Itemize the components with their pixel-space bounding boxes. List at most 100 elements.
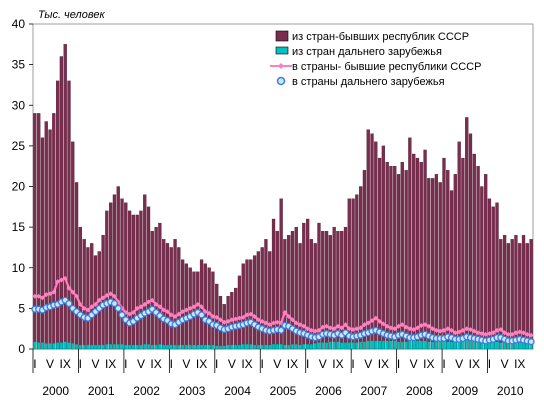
point-cis-out [47,291,53,297]
point-cis-out [138,304,144,310]
point-cis-out [77,301,83,307]
point-cis-out [517,329,523,335]
bar-far-in [396,341,401,350]
bar-far-in [385,340,389,350]
point-cis-out [320,324,326,330]
bar-far-in [40,342,45,350]
point-cis-out [206,310,212,316]
bar-cis-in [173,239,177,350]
bar-cis-in [396,174,401,350]
point-cis-out [407,326,413,332]
bar-cis-in [446,170,450,350]
bar-far-in [408,340,412,350]
x-month-label: I [124,357,127,371]
x-month-label: IX [514,357,525,371]
point-cis-out [335,323,341,329]
x-month-label: I [215,357,218,371]
bar-cis-in [468,133,473,350]
bar-cis-in [393,166,397,350]
point-far-out [527,338,535,346]
point-cis-out [164,309,170,315]
point-cis-out [452,330,458,336]
point-cis-out [468,327,473,332]
y-tick-label: 5 [18,301,25,315]
bar-cis-in [169,247,173,350]
point-cis-out [93,301,98,307]
bar-far-in [340,342,344,350]
legend-marker-far-out [276,76,286,86]
bar-far-in [347,342,351,350]
bar-cis-in [476,166,480,350]
bar-far-in [245,343,249,350]
bar-far-in [427,341,431,350]
point-cis-out [111,293,117,299]
bar-far-in [230,344,234,350]
bar-far-in [101,344,105,350]
x-month-label: V [410,357,418,371]
point-cis-out [252,314,258,319]
bar-cis-in [241,263,245,350]
bar-cis-in [256,251,261,350]
point-cis-out [316,327,322,333]
x-month-label: V [273,357,281,371]
bar-cis-in [37,113,41,350]
point-cis-out [331,326,337,332]
point-cis-out [380,321,386,327]
point-cis-out [377,318,383,324]
point-cis-out [437,328,443,334]
bar-far-in [143,343,147,350]
x-month-label: V [137,357,145,371]
x-month-label: V [46,357,54,371]
bar-far-in [290,343,295,350]
point-far-out [65,299,73,308]
point-cis-out [244,312,250,318]
bar-far-in [275,343,279,350]
bar-far-in [313,343,317,350]
point-cis-out [414,325,420,331]
point-cis-out [191,304,197,310]
bar-cis-in [101,235,105,350]
bar-cis-in [146,206,151,350]
point-cis-out [39,295,45,301]
bar-far-in [131,344,136,350]
bar-cis-in [82,239,86,350]
legend: из стран-бывших республик СССР из стран … [270,30,481,88]
bar-far-in [177,344,181,350]
point-far-out [110,299,118,308]
bar-far-in [169,344,173,350]
bar-far-in [78,344,82,350]
point-cis-out [66,285,72,291]
point-cis-out [479,331,485,337]
x-year-label: 2005 [270,384,297,398]
x-month-label: IX [196,357,207,371]
legend-marker-cis-out [278,63,284,69]
point-cis-out [183,307,189,313]
point-cis-out [411,327,417,332]
x-year-label: 2000 [42,384,69,398]
bar-far-in [105,343,109,350]
bar-far-in [465,339,469,350]
x-year-label: 2008 [406,384,433,398]
bar-far-in [279,343,283,350]
bar-far-in [135,344,139,350]
point-cis-out [225,318,231,324]
y-tick-label: 20 [12,180,26,194]
bar-cis-in [116,186,120,350]
bar-far-in [502,342,507,350]
bar-far-in [127,344,132,350]
bar-cis-in [529,239,533,350]
bar-cis-in [480,186,484,350]
bar-cis-in [389,166,393,350]
point-cis-out [236,315,242,321]
bar-cis-in [162,239,166,350]
x-year-label: 2004 [224,384,251,398]
point-cis-out [293,320,299,326]
bar-far-in [211,344,215,350]
point-far-out [198,311,206,319]
bar-cis-in [105,210,109,350]
x-month-label: V [319,357,327,371]
bar-cis-in [430,178,435,350]
bar-cis-in [165,243,170,350]
bar-cis-in [495,202,499,350]
point-cis-out [513,330,519,336]
